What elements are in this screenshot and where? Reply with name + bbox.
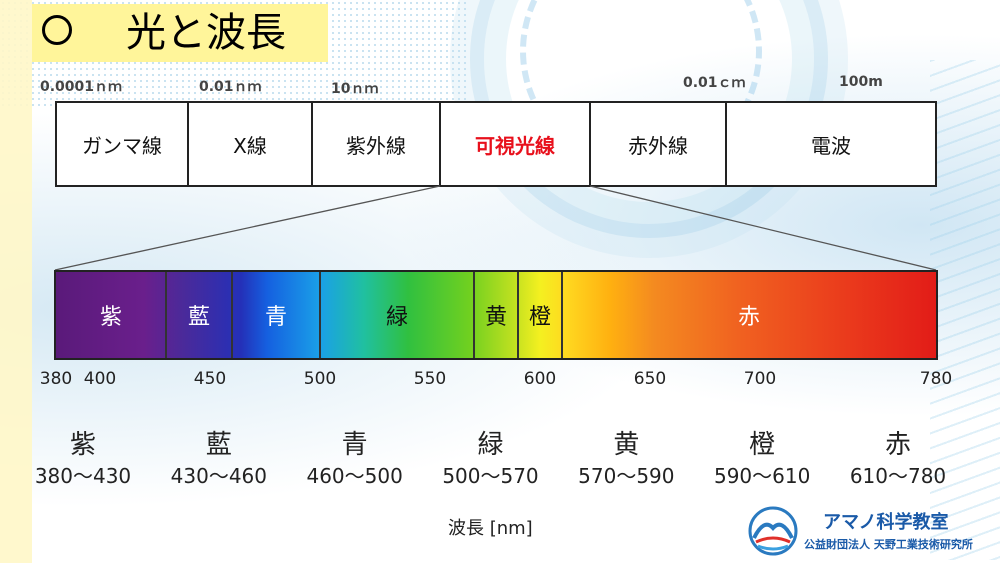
em-band-infrared: 赤外線 (591, 103, 727, 185)
left-accent-band (0, 0, 32, 563)
spectrum-band: 青 (264, 305, 287, 330)
zoom-line-right (589, 185, 937, 271)
spectrum-band-divider (473, 272, 475, 358)
background-lines (930, 60, 1000, 560)
spectrum-band: 緑 (385, 305, 408, 330)
wavelength-range: 570〜590 (578, 464, 675, 488)
spectrum-band: 赤 (737, 305, 760, 330)
tick-label: 450 (193, 369, 227, 389)
tick-label: 700 (743, 369, 777, 389)
scale-label: 10ｎｍ (331, 81, 379, 97)
spectrum-band: 橙 (528, 305, 551, 330)
amano-logo-icon (748, 506, 798, 556)
page-title: 光と波長 (126, 10, 286, 56)
visible-spectrum-bar: 紫 藍 青 緑 黄橙 赤 (54, 270, 938, 360)
zoom-line-left (54, 185, 441, 271)
color-name: 橙 (749, 430, 776, 460)
color-range-item: 赤 610〜780 (828, 428, 968, 490)
em-band-radio: 電波 (727, 103, 935, 185)
color-range-item: 紫 380〜430 (13, 428, 153, 490)
scale-label: 0.0001ｎｍ (40, 79, 123, 95)
color-name: 緑 (477, 430, 504, 460)
em-band-label: ガンマ線 (82, 133, 162, 158)
color-range-item: 緑 500〜570 (421, 428, 561, 490)
color-name: 青 (341, 430, 368, 460)
wavelength-range: 610〜780 (849, 464, 947, 488)
color-name: 紫 (69, 430, 96, 460)
logo-name: アマノ科学教室 (823, 512, 949, 533)
color-name: 黄 (613, 430, 640, 460)
spectrum-band: 紫 (99, 305, 122, 330)
em-band-ultraviolet: 紫外線 (313, 103, 441, 185)
wavelength-range: 430〜460 (170, 464, 267, 488)
em-band-label: 紫外線 (346, 133, 406, 158)
color-name: 赤 (884, 430, 911, 460)
tick-label: 600 (523, 369, 557, 389)
spectrum-band: 黄 (484, 305, 507, 330)
color-name: 藍 (205, 430, 232, 460)
em-band-label: 可視光線 (475, 133, 555, 158)
spectrum-band-divider (561, 272, 563, 358)
em-band-label: X線 (233, 133, 267, 158)
color-range-item: 黄 570〜590 (556, 428, 696, 490)
spectrum-band-divider (517, 272, 519, 358)
em-band-xray: X線 (189, 103, 313, 185)
em-band-label: 電波 (811, 133, 851, 158)
color-range-item: 藍 430〜460 (149, 428, 289, 490)
spectrum-band-divider (165, 272, 167, 358)
color-range-item: 橙 590〜610 (692, 428, 832, 490)
wavelength-range: 460〜500 (306, 464, 403, 488)
color-range-item: 青 460〜500 (285, 428, 425, 490)
logo-org: 公益財団法人 天野工業技術研究所 (804, 538, 973, 551)
title-box (32, 4, 328, 62)
em-band-visible: 可視光線 (441, 103, 591, 185)
tick-label: 650 (633, 369, 667, 389)
em-band-gamma: ガンマ線 (57, 103, 189, 185)
tick-label: 780 (919, 369, 953, 389)
scale-label: 0.01ｃｍ (683, 75, 746, 91)
circle-bullet-icon (42, 15, 72, 45)
em-spectrum-table: ガンマ線 X線 紫外線 可視光線 赤外線 電波 (55, 101, 937, 187)
scale-label: 0.01ｎｍ (199, 79, 262, 95)
tick-label: 500 (303, 369, 337, 389)
spectrum-band-divider (231, 272, 233, 358)
spectrum-band-divider (319, 272, 321, 358)
tick-label: 550 (413, 369, 447, 389)
em-band-label: 赤外線 (628, 133, 688, 158)
axis-title: 波長 [nm] (448, 518, 533, 539)
tick-label: 400 (83, 369, 117, 389)
wavelength-range: 500〜570 (442, 464, 539, 488)
wavelength-range: 380〜430 (34, 464, 132, 488)
scale-label: 100m (839, 74, 883, 90)
tick-label: 380 (39, 369, 73, 389)
spectrum-band: 藍 (187, 305, 210, 330)
wavelength-range: 590〜610 (713, 464, 811, 488)
